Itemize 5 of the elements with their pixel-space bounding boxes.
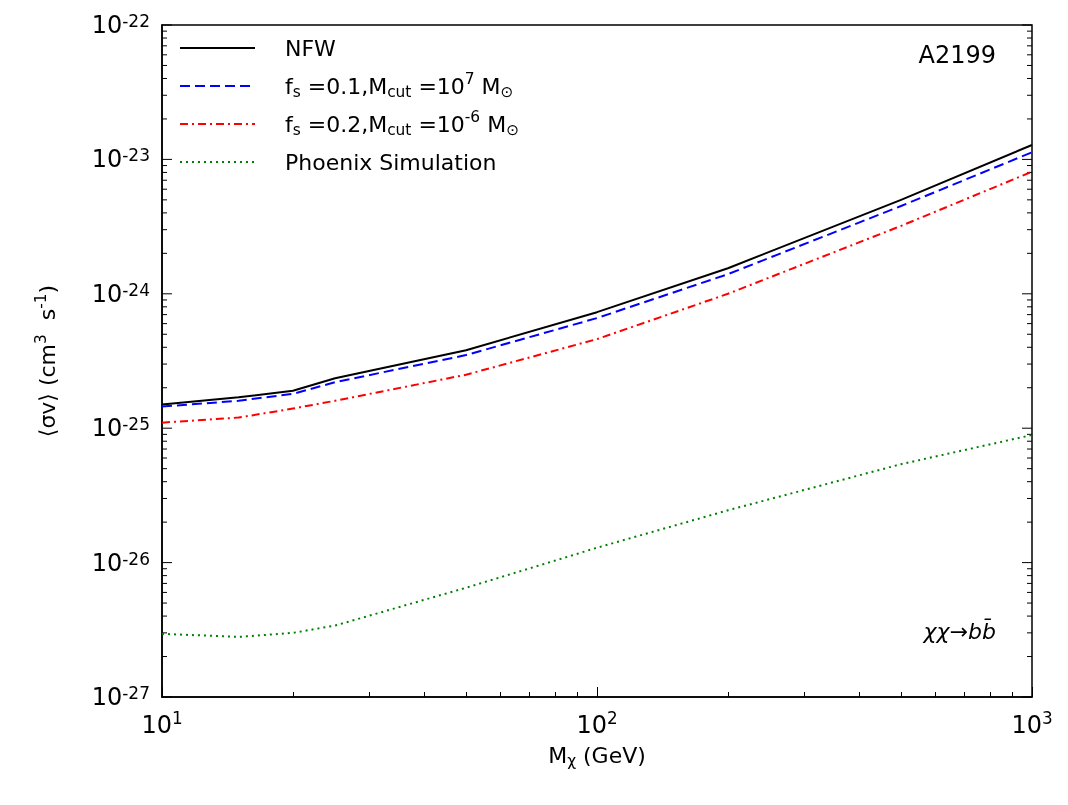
legend-label: NFW [285, 35, 337, 61]
legend-label: Phoenix Simulation [285, 149, 497, 175]
y-axis-title: ⟨σv⟩ (cm3 s-1) [32, 284, 61, 438]
annotation: A2199 [918, 41, 996, 69]
annotation: χχ→bb̄ [922, 618, 996, 644]
